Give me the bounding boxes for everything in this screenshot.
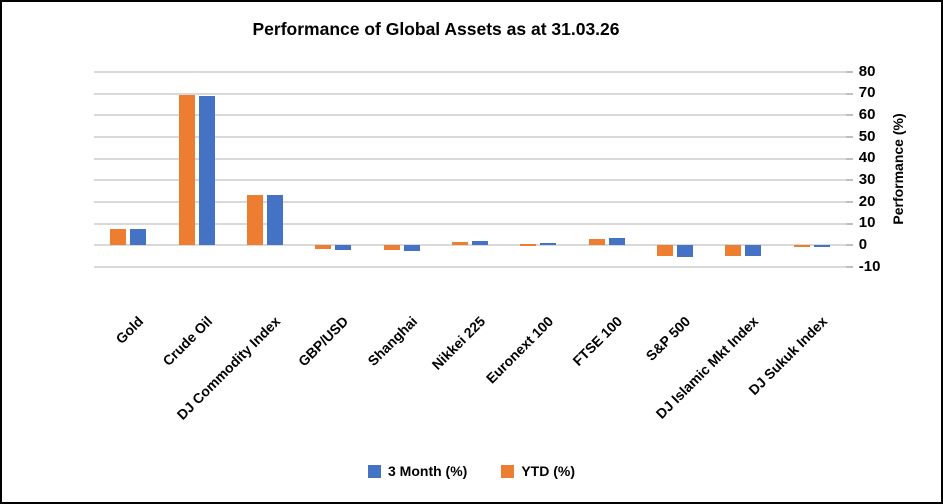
bar-3-month-dj-commodity-index <box>267 194 284 246</box>
gridline <box>94 136 846 138</box>
gridline <box>94 157 846 160</box>
chart-title: Performance of Global Assets as at 31.03… <box>252 19 620 39</box>
bar-ytd-dj-commodity-index <box>247 195 264 246</box>
y-axis-tick-mark <box>845 136 853 138</box>
legend-swatch-ytd-icon <box>501 464 515 478</box>
legend-label-ytd: YTD (%) <box>521 463 575 479</box>
bar-3-month-gold <box>130 229 147 246</box>
y-axis-tick-label: 10 <box>858 214 876 232</box>
legend-label-3-month: 3 Month (%) <box>388 463 468 479</box>
bar-3-month-ftse-100 <box>608 237 625 246</box>
gridline <box>94 244 846 247</box>
bar-ytd-shanghai <box>383 245 400 251</box>
gridline <box>94 201 846 203</box>
y-axis-tick-label: 30 <box>858 170 876 188</box>
bar-3-month-crude-oil <box>198 95 215 246</box>
bar-3-month-dj-sukuk-index <box>813 245 830 248</box>
bar-ytd-gbp-usd <box>315 245 332 250</box>
gridline <box>94 222 846 225</box>
bar-3-month-dj-islamic-mkt-index <box>745 245 762 257</box>
legend-swatch-3-month-icon <box>368 464 381 478</box>
bar-ytd-crude-oil <box>178 95 195 246</box>
y-axis-tick-label: -10 <box>858 257 881 275</box>
bar-3-month-s-p-500 <box>677 245 693 257</box>
gridline <box>94 114 846 117</box>
legend-item-ytd: YTD (%) <box>501 463 575 479</box>
y-axis-tick-mark <box>845 222 853 225</box>
gridline <box>94 71 846 73</box>
y-axis-title: Performance (%) <box>890 113 906 225</box>
bar-ytd-ftse-100 <box>588 238 605 246</box>
bar-3-month-euronext-100 <box>540 243 557 246</box>
y-axis-tick-label: 50 <box>858 127 876 145</box>
y-axis-tick-label: 0 <box>858 235 868 253</box>
y-axis-tick-label: 60 <box>858 105 876 123</box>
bar-ytd-nikkei-225 <box>452 241 469 246</box>
y-axis-tick-label: 40 <box>858 149 876 167</box>
bar-ytd-dj-islamic-mkt-index <box>725 245 742 256</box>
y-axis-tick-mark <box>845 244 853 247</box>
bar-ytd-dj-sukuk-index <box>793 245 810 247</box>
bar-ytd-s-p-500 <box>657 245 673 257</box>
bar-3-month-nikkei-225 <box>472 241 489 246</box>
gridline <box>94 266 846 268</box>
y-axis-tick-label: 80 <box>858 62 876 80</box>
y-axis-tick-mark <box>845 201 853 203</box>
y-axis-tick-mark <box>845 71 853 73</box>
bar-3-month-shanghai <box>403 245 420 251</box>
y-axis-tick-mark <box>845 266 853 268</box>
y-axis-tick-mark <box>845 92 853 95</box>
bar-3-month-gbp-usd <box>335 245 352 250</box>
legend-item-3-month: 3 Month (%) <box>368 463 467 479</box>
bar-ytd-euronext-100 <box>520 244 537 246</box>
y-axis-tick-mark <box>845 114 853 117</box>
y-axis-tick-label: 20 <box>858 192 876 210</box>
y-axis-tick-mark <box>845 157 853 160</box>
y-axis-tick-label: 70 <box>858 84 876 102</box>
legend: 3 Month (%) YTD (%) <box>2 463 941 479</box>
gridline <box>94 179 846 182</box>
bar-ytd-gold <box>110 228 127 246</box>
gridline <box>94 92 846 95</box>
y-axis-tick-mark <box>845 179 853 182</box>
